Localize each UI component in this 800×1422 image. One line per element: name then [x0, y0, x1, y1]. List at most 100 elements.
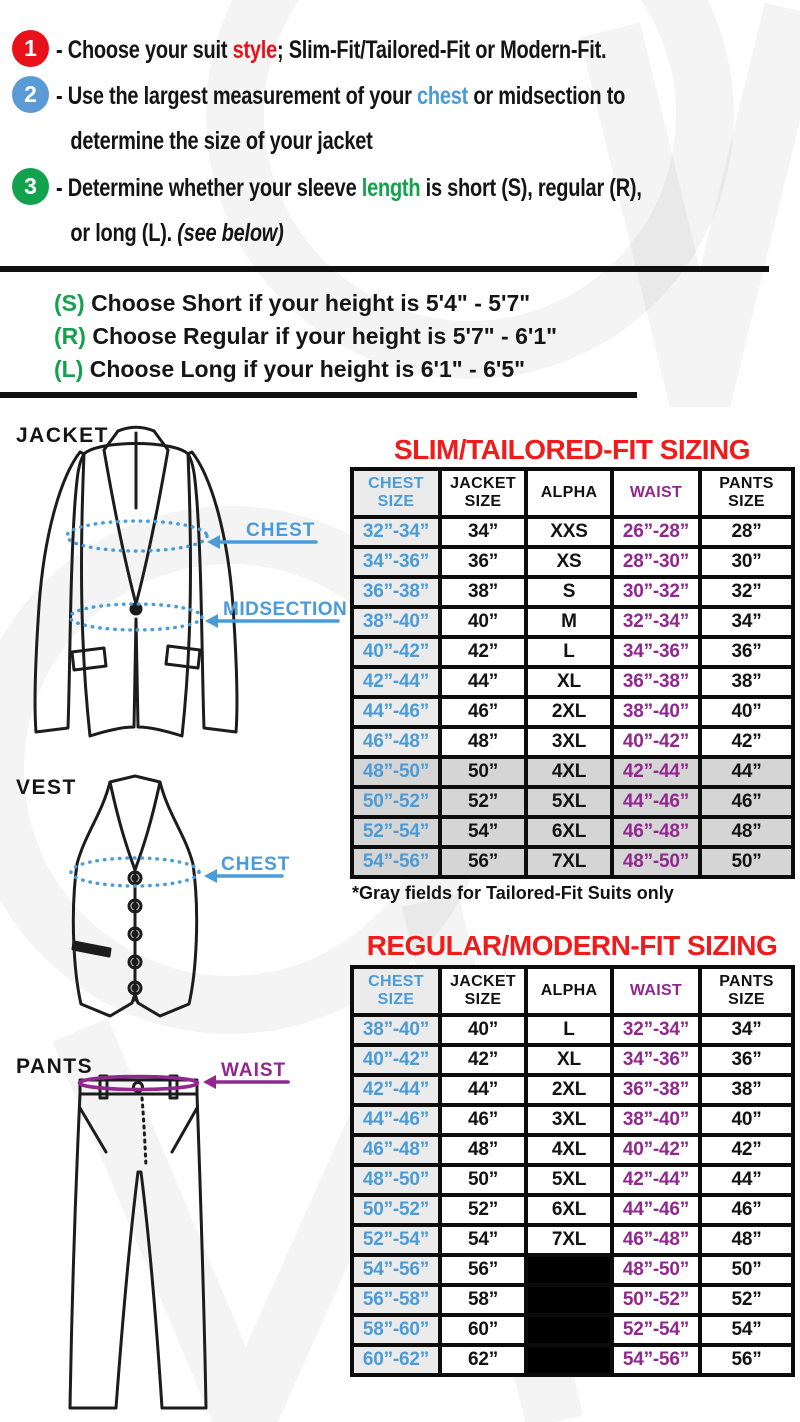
jacket-chest-label: CHEST: [246, 520, 315, 541]
cell-alpha: [528, 1317, 610, 1343]
cell-chest: 48”-50”: [354, 1167, 438, 1193]
regular-fit-table: CHEST SIZE JACKET SIZE ALPHA WAIST PANTS SIZ…: [350, 965, 795, 1377]
divider-top: [0, 266, 769, 272]
cell-waist: 26”-28”: [614, 519, 698, 545]
vest-section-title: VEST: [16, 776, 77, 799]
pants-section-title: PANTS: [16, 1055, 94, 1078]
cell-alpha: 5XL: [528, 789, 610, 815]
cell-jacket: 62”: [442, 1347, 524, 1373]
cell-waist: 32”-34”: [614, 1017, 698, 1043]
cell-pants: 46”: [702, 1197, 791, 1223]
cell-chest: 52”-54”: [354, 1227, 438, 1253]
cell-waist: 52”-54”: [614, 1317, 698, 1343]
cell-chest: 40”-42”: [354, 639, 438, 665]
cell-alpha: L: [528, 639, 610, 665]
cell-alpha: L: [528, 1017, 610, 1043]
cell-alpha: [528, 1287, 610, 1313]
cell-jacket: 52”: [442, 1197, 524, 1223]
cell-waist: 42”-44”: [614, 1167, 698, 1193]
header-cell-alpha: ALPHA: [528, 471, 610, 515]
cell-chest: 50”-52”: [354, 789, 438, 815]
cell-waist: 38”-40”: [614, 1107, 698, 1133]
cell-waist: 44”-46”: [614, 789, 698, 815]
cell-alpha: XXS: [528, 519, 610, 545]
cell-pants: 40”: [702, 699, 791, 725]
height-rule-long: (L) Choose Long if your height is 6'1" -…: [54, 356, 526, 382]
height-rule-regular: (R) Choose Regular if your height is 5'7…: [54, 323, 558, 349]
highlight-length: length: [361, 174, 421, 202]
cell-jacket: 44”: [442, 669, 524, 695]
cell-alpha: 3XL: [528, 1107, 610, 1133]
cell-jacket: 50”: [442, 759, 524, 785]
cell-pants: 36”: [702, 639, 791, 665]
cell-alpha: XS: [528, 549, 610, 575]
slim-fit-table: CHEST SIZE JACKET SIZE ALPHA WAIST PANTS SIZ…: [350, 467, 795, 879]
highlight-chest: chest: [417, 82, 469, 110]
cell-waist: 48”-50”: [614, 1257, 698, 1283]
cell-pants: 38”: [702, 669, 791, 695]
cell-pants: 44”: [702, 1167, 791, 1193]
header-cell-alpha: ALPHA: [528, 969, 610, 1013]
step-1-badge: 1: [12, 30, 49, 67]
step-3-text: - Determine whether your sleeve length i…: [56, 174, 642, 247]
header-cell-pants: PANTS SIZE: [702, 969, 791, 1013]
cell-chest: 36”-38”: [354, 579, 438, 605]
cell-waist: 28”-30”: [614, 549, 698, 575]
cell-chest: 48”-50”: [354, 759, 438, 785]
cell-alpha: 3XL: [528, 729, 610, 755]
cell-waist: 54”-56”: [614, 1347, 698, 1373]
cell-alpha: [528, 1347, 610, 1373]
cell-chest: 60”-62”: [354, 1347, 438, 1373]
cell-alpha: 7XL: [528, 849, 610, 875]
cell-chest: 44”-46”: [354, 699, 438, 725]
cell-pants: 28”: [702, 519, 791, 545]
cell-jacket: 44”: [442, 1077, 524, 1103]
cell-jacket: 48”: [442, 1137, 524, 1163]
cell-alpha: XL: [528, 1047, 610, 1073]
cell-alpha: 2XL: [528, 699, 610, 725]
cell-jacket: 40”: [442, 609, 524, 635]
cell-alpha: XL: [528, 669, 610, 695]
jacket-section-title: JACKET: [16, 424, 110, 447]
cell-waist: 48”-50”: [614, 849, 698, 875]
cell-waist: 42”-44”: [614, 759, 698, 785]
cell-chest: 38”-40”: [354, 1017, 438, 1043]
cell-chest: 58”-60”: [354, 1317, 438, 1343]
cell-pants: 42”: [702, 729, 791, 755]
cell-chest: 56”-58”: [354, 1287, 438, 1313]
jacket-diagram: CHEST MIDSECTION: [33, 425, 347, 738]
cell-alpha: 4XL: [528, 1137, 610, 1163]
vest-chest-label: CHEST: [221, 854, 290, 875]
cell-jacket: 48”: [442, 729, 524, 755]
cell-pants: 32”: [702, 579, 791, 605]
cell-pants: 50”: [702, 1257, 791, 1283]
cell-jacket: 42”: [442, 639, 524, 665]
cell-chest: 32”-34”: [354, 519, 438, 545]
cell-pants: 30”: [702, 549, 791, 575]
cell-waist: 36”-38”: [614, 669, 698, 695]
cell-pants: 34”: [702, 609, 791, 635]
gray-fields-footnote: *Gray fields for Tailored-Fit Suits only: [352, 883, 674, 903]
height-guide: (S) Choose Short if your height is 5'4" …: [54, 287, 557, 386]
cell-alpha: 4XL: [528, 759, 610, 785]
cell-jacket: 60”: [442, 1317, 524, 1343]
cell-jacket: 52”: [442, 789, 524, 815]
vest-diagram: CHEST: [69, 774, 290, 1018]
height-rule-short: (S) Choose Short if your height is 5'4" …: [54, 290, 531, 316]
header-cell-waist: WAIST: [614, 969, 698, 1013]
cell-alpha: 2XL: [528, 1077, 610, 1103]
cell-pants: 48”: [702, 819, 791, 845]
cell-chest: 34”-36”: [354, 549, 438, 575]
cell-waist: 34”-36”: [614, 639, 698, 665]
pants-diagram: WAIST: [68, 1060, 290, 1410]
step-2-badge: 2: [12, 76, 49, 113]
cell-waist: 46”-48”: [614, 1227, 698, 1253]
cell-pants: 36”: [702, 1047, 791, 1073]
cell-alpha: 5XL: [528, 1167, 610, 1193]
highlight-style: style: [232, 36, 278, 64]
header-cell-pants: PANTS SIZE: [702, 471, 791, 515]
divider-bottom: [0, 392, 637, 398]
cell-jacket: 38”: [442, 579, 524, 605]
cell-pants: 54”: [702, 1317, 791, 1343]
regular-table-title: REGULAR/MODERN-FIT SIZING: [366, 930, 778, 961]
